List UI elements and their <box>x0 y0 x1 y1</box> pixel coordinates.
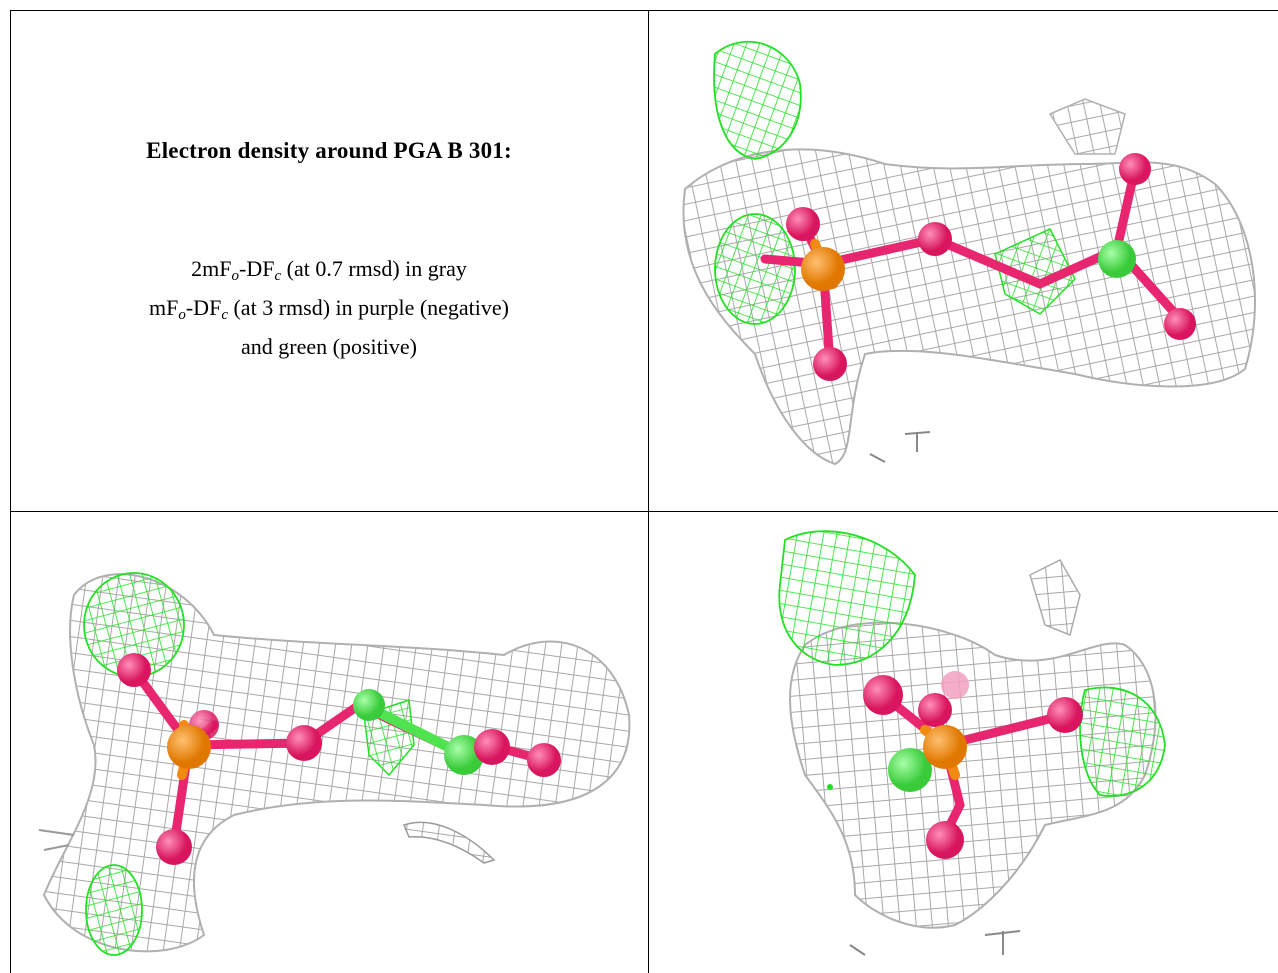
caption-line1-sub2: c <box>274 268 282 284</box>
green-difference-density <box>778 530 1166 797</box>
pga-molecule-model <box>863 671 1083 859</box>
caption-line2-mid: -DF <box>185 295 222 320</box>
gray-density-mesh <box>38 573 631 953</box>
caption-line1-prefix: 2mF <box>191 256 232 281</box>
density-panel-bottom-right <box>655 515 1275 970</box>
caption-line2-sub2: c <box>221 307 228 323</box>
density-panel-bottom-left <box>14 515 644 970</box>
pga-molecule-model <box>760 153 1196 381</box>
table-border-top <box>10 10 1278 11</box>
caption-line-difference: mFo-DFc (at 3 rmsd) in purple (negative) <box>10 295 648 324</box>
density-panel-top-right <box>655 14 1275 508</box>
caption-line1-rest: (at 0.7 rmsd) in gray <box>281 256 467 281</box>
density-render-bottom-left <box>38 572 631 956</box>
caption-line2-prefix: mF <box>149 295 179 320</box>
caption-line2-rest: (at 3 rmsd) in purple (negative) <box>227 295 509 320</box>
caption-line-gray: 2mFo-DFc (at 0.7 rmsd) in gray <box>10 256 648 285</box>
green-difference-density <box>713 40 1076 325</box>
caption-title: Electron density around PGA B 301: <box>146 138 512 163</box>
pga-molecule-model <box>117 653 561 865</box>
figure-caption: Electron density around PGA B 301: 2mFo-… <box>10 10 648 510</box>
density-render-top-right <box>682 40 1256 466</box>
table-border-left <box>10 10 11 973</box>
table-divider-vertical <box>648 10 649 973</box>
caption-line2-sub1: o <box>178 307 186 323</box>
caption-line1-sub1: o <box>231 268 240 284</box>
density-render-bottom-right <box>778 530 1166 956</box>
caption-line1-mid: -DF <box>239 256 275 281</box>
table-divider-horizontal <box>10 511 1278 512</box>
caption-line-positive: and green (positive) <box>241 334 417 359</box>
gray-density-mesh <box>682 98 1256 466</box>
